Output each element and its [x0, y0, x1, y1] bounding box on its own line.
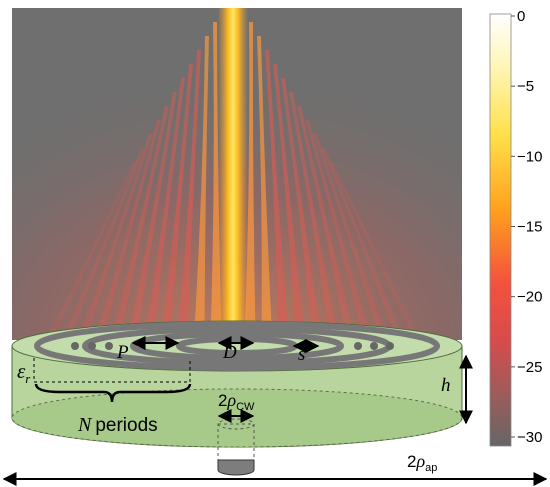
- waveguide-radius-label: 2ρCW: [218, 390, 255, 413]
- colorbar-tick-label: 0: [517, 8, 525, 25]
- permittivity-label: εr: [17, 359, 31, 386]
- periods-bracket: [33, 358, 192, 403]
- side-lobes: [45, 22, 421, 340]
- side-lobe: [329, 162, 421, 340]
- side-lobe: [281, 78, 322, 340]
- side-lobe: [144, 78, 185, 340]
- side-lobe: [289, 92, 339, 340]
- side-lobe: [273, 64, 306, 340]
- field-map: [12, 8, 462, 340]
- colorbar-tick-label: −15: [517, 219, 542, 236]
- main-beam: [218, 8, 248, 340]
- side-lobe: [265, 50, 289, 340]
- colorbar: 0 −5 −10 −15 −20 −25 −30: [489, 8, 542, 447]
- period-dots: [71, 342, 394, 350]
- side-lobe: [94, 120, 161, 340]
- side-lobe: [62, 148, 145, 340]
- height-label: h: [441, 375, 451, 396]
- diameter-label: D: [222, 342, 237, 363]
- side-lobe: [45, 162, 137, 340]
- side-lobe: [313, 134, 388, 340]
- side-lobe: [321, 148, 404, 340]
- side-lobe: [127, 92, 177, 340]
- colorbar-gradient: [489, 13, 512, 447]
- side-lobe: [257, 36, 273, 340]
- side-lobe: [111, 106, 169, 340]
- side-lobe: [193, 36, 209, 340]
- colorbar-tick-label: −10: [517, 148, 542, 165]
- period-label: P: [116, 342, 129, 363]
- colorbar-tick-label: −25: [517, 359, 542, 376]
- side-lobe: [297, 106, 355, 340]
- side-lobe: [177, 50, 201, 340]
- side-lobe: [78, 134, 153, 340]
- aperture-radius-label: 2ρap: [407, 451, 437, 474]
- colorbar-tick-label: −20: [517, 289, 542, 306]
- side-lobe: [160, 64, 193, 340]
- slot-width-label: s: [298, 344, 305, 365]
- colorbar-tick-label: −30: [517, 429, 542, 446]
- colorbar-ticks: 0 −5 −10 −15 −20 −25 −30: [511, 8, 542, 446]
- dimension-arrows: [2, 336, 548, 486]
- colorbar-tick-label: −5: [517, 78, 534, 95]
- side-lobe: [305, 120, 372, 340]
- waveguide-feed: [217, 418, 255, 476]
